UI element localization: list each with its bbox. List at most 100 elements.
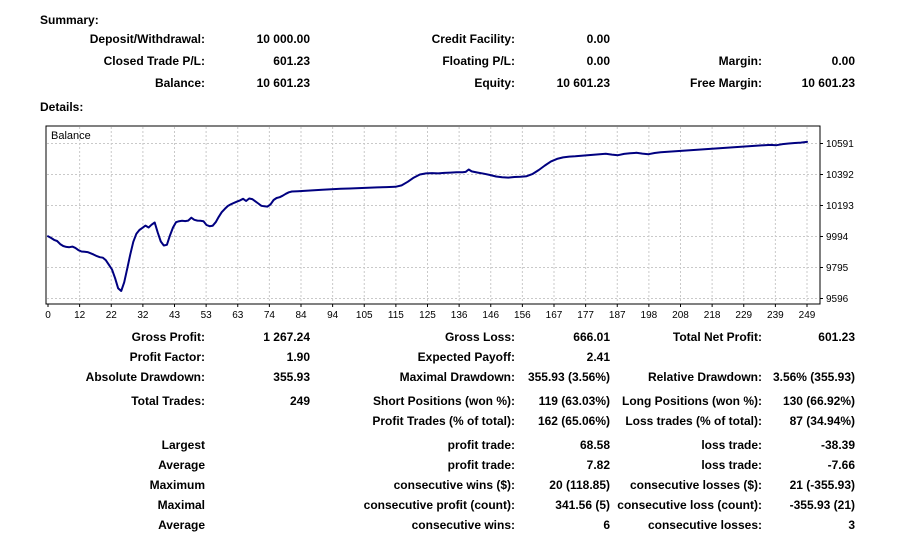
stat-value — [205, 435, 310, 455]
stat-label: Loss trades (% of total): — [625, 414, 762, 428]
stat-value: 1.90 — [286, 350, 310, 364]
stat-value: 0.00 — [831, 54, 855, 68]
stat-label: Maximal Drawdown: — [399, 370, 515, 384]
y-tick-label: 9795 — [826, 263, 849, 274]
x-tick-label: 177 — [577, 310, 594, 321]
stat-label: Profit Factor: — [129, 350, 205, 364]
stat-label: consecutive losses: — [647, 518, 762, 532]
stat-value: 601.23 — [818, 330, 855, 344]
stat-label: Average — [158, 518, 205, 532]
stat-value: 20 (118.85) — [549, 478, 610, 492]
details-grid: Gross Profit: 1 267.24 Gross Loss: 666.01 To… — [40, 327, 855, 535]
plot-border — [45, 125, 821, 305]
stat-value: 355.93 — [273, 370, 310, 384]
stat-row: Largest profit trade: 68.58 loss trade: -38.… — [40, 435, 855, 455]
x-tick-label: 32 — [137, 310, 149, 321]
x-tick-label: 115 — [388, 310, 404, 321]
x-tick-label: 94 — [327, 310, 339, 321]
stat-label: Gross Profit: — [131, 330, 205, 344]
stat-label: Long Positions (won %): — [622, 394, 762, 408]
x-tick-label: 218 — [704, 310, 721, 321]
x-tick-label: 198 — [641, 310, 658, 321]
x-tick-label: 239 — [767, 310, 784, 321]
stat-value — [205, 411, 310, 431]
x-tick-label: 84 — [295, 310, 307, 321]
stat-row: Gross Profit: 1 267.24 Gross Loss: 666.01 To… — [40, 327, 855, 347]
stat-label: Profit Trades (% of total): — [372, 414, 515, 428]
stat-label: Total Trades: — [131, 394, 205, 408]
y-tick-label: 10392 — [826, 170, 854, 181]
stat-label: Margin: — [718, 54, 762, 68]
x-tick-label: 229 — [735, 310, 752, 321]
stat-row: Profit Trades (% of total): 162 (65.06%) L… — [40, 411, 855, 431]
stat-value: 0.00 — [586, 54, 610, 68]
stat-value: 162 (65.06%) — [537, 414, 610, 428]
stat-value — [205, 515, 310, 535]
stat-label: Relative Drawdown: — [647, 370, 762, 384]
stat-value: 1 267.24 — [263, 330, 310, 344]
stat-value: 10 000.00 — [256, 32, 310, 46]
stat-row: Closed Trade P/L: 601.23 Floating P/L: 0.00… — [40, 50, 855, 72]
stat-label: consecutive wins: — [411, 518, 515, 532]
stat-row: Absolute Drawdown: 355.93 Maximal Drawdown… — [40, 367, 855, 387]
x-tick-label: 208 — [672, 310, 689, 321]
balance-line — [47, 140, 808, 292]
x-tick-label: 22 — [106, 310, 118, 321]
stat-row: Average profit trade: 7.82 loss trade: -7.66 — [40, 455, 855, 475]
stat-row: Average consecutive wins: 6 consecutive los… — [40, 515, 855, 535]
stat-value — [205, 475, 310, 495]
stat-value: 666.01 — [573, 330, 610, 344]
x-tick-label: 74 — [264, 310, 276, 321]
summary-heading: Summary: — [40, 13, 99, 27]
stat-label: Total Net Profit: — [672, 330, 762, 344]
stat-value: 68.58 — [579, 438, 610, 452]
stat-value: 119 (63.03%) — [538, 394, 610, 408]
stat-label: Free Margin: — [689, 76, 762, 90]
stat-label: Absolute Drawdown: — [85, 370, 205, 384]
stat-value: 10 601.23 — [256, 76, 310, 90]
x-tick-label: 156 — [514, 310, 531, 321]
y-tick-label: 10193 — [826, 201, 854, 212]
stat-label: Gross Loss: — [444, 330, 515, 344]
stat-label: Credit Facility: — [431, 32, 515, 46]
stat-value: 7.82 — [586, 458, 610, 472]
stat-value: 21 (-355.93) — [789, 478, 855, 492]
stat-value — [762, 347, 855, 367]
stat-row: Profit Factor: 1.90 Expected Payoff: 2.41 — [40, 347, 855, 367]
stat-label: Maximal — [157, 498, 205, 512]
stat-value: 249 — [289, 394, 310, 408]
stat-value — [205, 495, 310, 515]
y-tick-label: 9596 — [826, 294, 849, 305]
stat-value: 10 601.23 — [556, 76, 610, 90]
x-tick-label: 0 — [45, 310, 51, 321]
stat-value: 2.41 — [586, 350, 610, 364]
stat-label: Average — [158, 458, 205, 472]
stat-label: Closed Trade P/L: — [103, 54, 205, 68]
stat-label — [610, 347, 762, 367]
x-tick-label: 63 — [232, 310, 244, 321]
stat-label: Equity: — [474, 76, 515, 90]
stat-label: Floating P/L: — [442, 54, 515, 68]
stat-value: 6 — [603, 518, 610, 532]
x-tick-label: 53 — [201, 310, 213, 321]
stat-label — [40, 411, 205, 431]
x-tick-label: 136 — [451, 310, 468, 321]
y-tick-label: 10591 — [826, 139, 854, 150]
stat-label: profit trade: — [447, 458, 515, 472]
x-tick-label: 167 — [546, 310, 563, 321]
stat-label: consecutive loss (count): — [617, 498, 762, 512]
stat-value: 355.93 (3.56%) — [527, 370, 610, 384]
stat-value — [205, 455, 310, 475]
stat-label: loss trade: — [701, 458, 762, 472]
stat-label: Deposit/Withdrawal: — [89, 32, 205, 46]
stat-label: Balance: — [154, 76, 205, 90]
stat-label: Short Positions (won %): — [373, 394, 515, 408]
stat-label: Expected Payoff: — [417, 350, 515, 364]
stat-label: consecutive wins ($): — [393, 478, 515, 492]
stat-value: 341.56 (5) — [555, 498, 610, 512]
stat-row: Balance: 10 601.23 Equity: 10 601.23 Free Ma… — [40, 72, 855, 94]
stat-label: Largest — [161, 438, 205, 452]
stat-row: Maximum consecutive wins ($): 20 (118.85) c… — [40, 475, 855, 495]
stat-label: profit trade: — [447, 438, 515, 452]
